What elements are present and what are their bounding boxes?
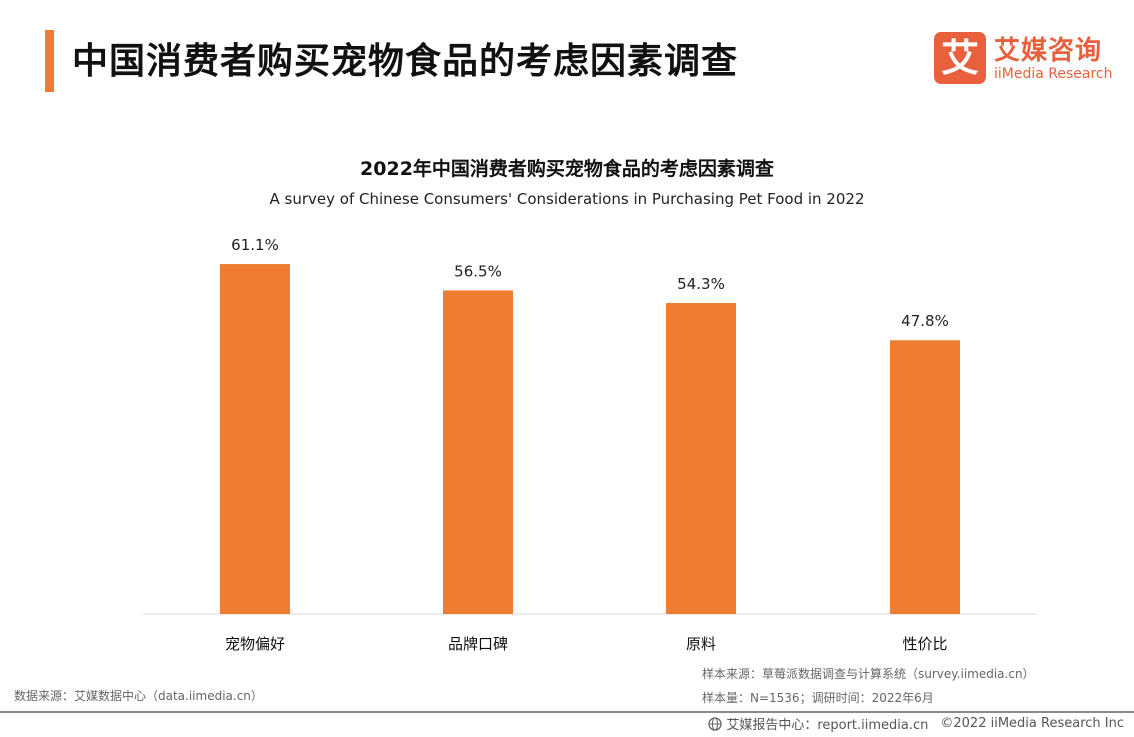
bar-1	[220, 264, 290, 614]
footer-divider	[0, 711, 1134, 713]
bar-4	[890, 340, 960, 614]
bar-3	[666, 303, 736, 614]
brand-logo: 艾 艾媒咨询 iiMedia Research	[934, 32, 1114, 88]
category-label-2: 品牌口碑	[448, 635, 508, 653]
category-label-3: 原料	[686, 635, 716, 653]
bar-value-label-2: 56.5%	[454, 262, 502, 280]
logo-name-en: iiMedia Research	[994, 66, 1113, 82]
chart-subtitle: A survey of Chinese Consumers' Considera…	[269, 190, 865, 208]
page-title: 中国消费者购买宠物食品的考虑因素调查	[72, 41, 739, 82]
bar-series: 61.1% 宠物偏好 56.5% 品牌口碑 54.3% 原料 47.8% 性价比	[220, 236, 960, 653]
data-source-note: 数据来源：艾媒数据中心（data.iimedia.cn）	[14, 689, 263, 703]
footer: 艾媒报告中心：report.iimedia.cn ©2022 iiMedia R…	[708, 714, 1124, 733]
bar-value-label-4: 47.8%	[901, 312, 949, 330]
bar-value-label-3: 54.3%	[677, 275, 725, 293]
sample-source-note: 样本来源：草莓派数据调查与计算系统（survey.iimedia.cn）	[702, 667, 1035, 681]
copyright-text: ©2022 iiMedia Research Inc	[940, 716, 1124, 731]
logo-mark-icon: 艾	[934, 32, 986, 84]
category-label-1: 宠物偏好	[225, 635, 285, 653]
report-center-link[interactable]: 艾媒报告中心：report.iimedia.cn	[726, 718, 929, 733]
title-accent-bar	[45, 30, 54, 92]
sample-size-note: 样本量：N=1536；调研时间：2022年6月	[702, 691, 934, 705]
bar-2	[443, 290, 513, 614]
bar-value-label-1: 61.1%	[231, 236, 279, 254]
chart-title: 2022年中国消费者购买宠物食品的考虑因素调查	[360, 158, 774, 180]
globe-icon	[708, 716, 722, 731]
logo-name-cn: 艾媒咨询	[994, 36, 1103, 66]
category-label-4: 性价比	[902, 635, 947, 653]
